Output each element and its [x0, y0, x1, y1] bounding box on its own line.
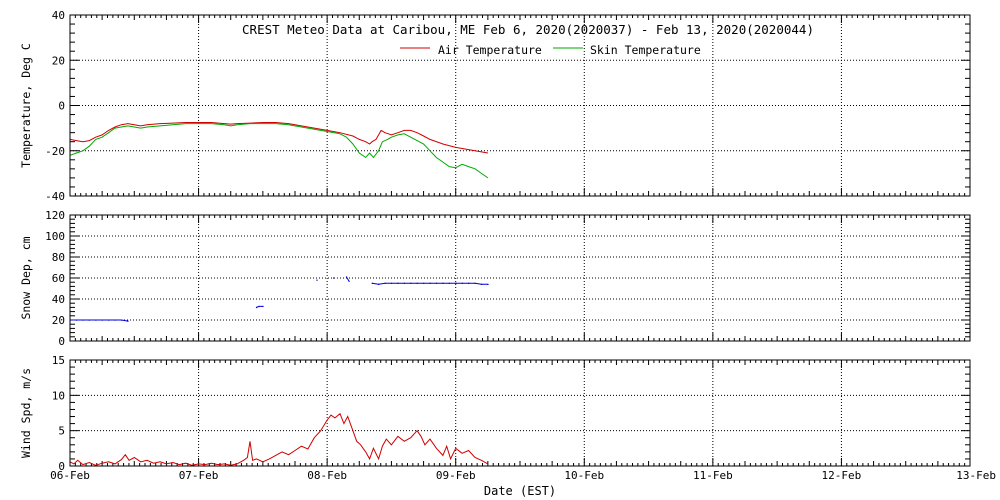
legend-label: Skin Temperature	[590, 43, 701, 57]
snow-depth-point	[127, 320, 129, 322]
y-tick-label: 15	[52, 354, 65, 367]
snow-depth-point	[371, 282, 373, 284]
y-tick-label: 20	[52, 314, 65, 327]
y-tick-label: 20	[52, 54, 65, 67]
snow-depth-point	[101, 319, 103, 321]
x-tick-label: 12-Feb	[822, 469, 862, 482]
snow-depth-point	[384, 282, 386, 284]
snow-depth-point	[258, 305, 260, 308]
y-tick-label: 40	[52, 9, 65, 22]
panel-2: 0 20 40 60 80 100 120 Snow Dep, cm	[19, 209, 971, 348]
plot-frame	[69, 359, 971, 467]
panel-1: -40 -20 0 20 40 Temperature, Deg C	[19, 9, 971, 203]
snow-depth-point	[120, 319, 123, 321]
x-tick-label: 10-Feb	[564, 469, 604, 482]
snow-depth-point	[88, 319, 90, 321]
x-tick-label: 06-Feb	[50, 469, 90, 482]
snow-depth-point	[461, 282, 463, 284]
y-tick-label: 40	[52, 293, 65, 306]
snow-depth-point	[114, 319, 116, 321]
y-tick-label: 60	[52, 272, 65, 285]
snow-depth-point	[410, 282, 412, 284]
snow-depth-point	[455, 282, 457, 284]
snow-depth-point	[262, 305, 264, 308]
snow-depth-point	[255, 306, 258, 309]
y-tick-label: 80	[52, 251, 65, 264]
legend-label: Air Temperature	[438, 43, 542, 57]
plot-frame	[69, 214, 971, 342]
snow-depth-segment	[70, 319, 128, 322]
x-tick-label: 09-Feb	[436, 469, 476, 482]
snow-depth-point	[75, 319, 78, 321]
snow-depth-point	[474, 282, 476, 284]
snow-depth-point	[108, 319, 110, 321]
snow-depth-point	[423, 282, 425, 284]
snow-depth-point	[333, 277, 335, 279]
x-tick-label: 07-Feb	[179, 469, 219, 482]
snow-depth-point	[442, 282, 444, 284]
snow-depth-point	[403, 282, 405, 284]
y-tick-label: 100	[45, 230, 65, 243]
snow-depth-point	[468, 282, 470, 284]
snow-depth-point	[316, 279, 318, 281]
y-tick-label: 120	[45, 209, 65, 222]
y-tick-label: -20	[45, 145, 65, 158]
snow-depth-point	[429, 282, 431, 284]
panel-3: 0 5 10 15 Wind Spd, m/s	[19, 354, 971, 473]
y-tick-label: 0	[58, 335, 65, 348]
snow-depth-point	[345, 276, 348, 278]
snow-depth-point	[480, 283, 483, 285]
y-axis-label: Snow Dep, cm	[19, 236, 33, 319]
snow-depth-point	[435, 282, 438, 284]
x-tick-label: 13-Feb	[956, 469, 996, 482]
y-tick-label: 10	[52, 389, 65, 402]
y-axis-label: Temperature, Deg C	[19, 43, 33, 168]
y-tick-label: 5	[58, 425, 65, 438]
snow-depth-point	[416, 282, 418, 284]
snow-depth-point	[390, 282, 393, 284]
x-axis-label: Date (EST)	[484, 484, 556, 498]
plot-frame	[69, 14, 971, 197]
snow-depth-point	[348, 280, 350, 282]
y-axis-label: Wind Spd, m/s	[19, 368, 33, 458]
air-temperature-line	[69, 122, 488, 154]
snow-depth-point	[448, 282, 450, 284]
snow-depth-point	[487, 283, 489, 285]
snow-depth-point	[397, 282, 399, 284]
snow-depth-point	[378, 283, 380, 285]
y-tick-label: 0	[58, 100, 65, 113]
x-tick-label: 11-Feb	[693, 469, 733, 482]
skin-temperature-line	[69, 123, 489, 179]
y-tick-label: -40	[45, 190, 65, 203]
snow-depth-point	[95, 319, 97, 321]
chart-title: CREST Meteo Data at Caribou, ME Feb 6, 2…	[242, 22, 814, 37]
snow-depth-point	[82, 319, 84, 321]
x-tick-label: 08-Feb	[307, 469, 347, 482]
wind-speed-line	[69, 412, 489, 466]
y-tick-label: 0	[58, 460, 65, 473]
